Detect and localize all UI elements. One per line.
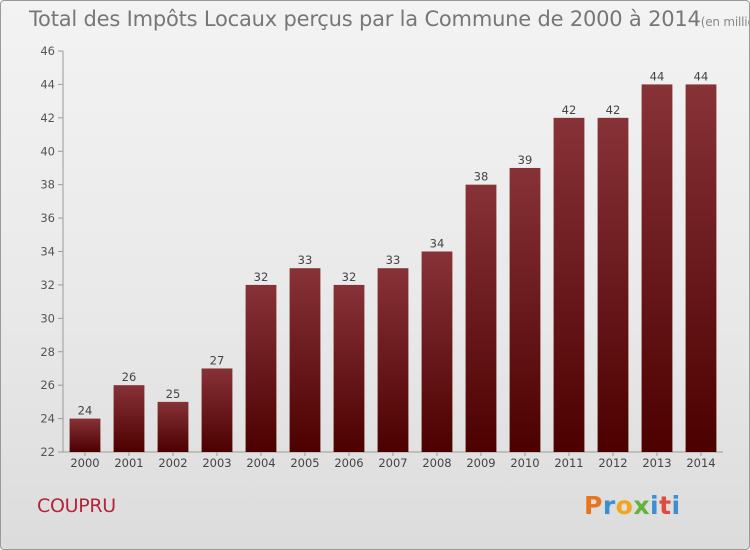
bar-2008 <box>421 251 453 452</box>
y-tick-label: 34 <box>40 245 55 259</box>
bar-2002 <box>157 401 189 452</box>
y-tick-label: 36 <box>40 211 55 225</box>
bar-2007 <box>377 268 409 452</box>
bar-2010 <box>509 167 541 453</box>
data-label: 33 <box>386 253 401 267</box>
y-tick-label: 46 <box>40 44 55 58</box>
x-tick-label: 2005 <box>290 456 319 470</box>
x-tick-label: 2001 <box>114 456 143 470</box>
x-tick-label: 2007 <box>378 456 407 470</box>
data-label: 42 <box>562 103 577 117</box>
logo-letter: o <box>615 491 634 520</box>
y-tick-label: 26 <box>40 378 55 392</box>
logo-letter: i <box>650 491 660 520</box>
data-label: 24 <box>78 404 93 418</box>
bar-2009 <box>465 184 497 452</box>
logo-letter: t <box>659 491 672 520</box>
bar-2001 <box>113 385 145 452</box>
data-labels: 24 26 25 27 32 33 32 33 34 38 39 42 42 44 44 <box>78 69 709 417</box>
commune-name: COUPRU <box>37 495 116 517</box>
y-axis: 22 24 26 28 30 32 34 36 38 40 42 44 46 <box>40 44 64 459</box>
data-label: 27 <box>210 353 225 367</box>
y-tick-label: 38 <box>40 178 55 192</box>
proxiti-logo[interactable]: Proxiti <box>584 491 681 520</box>
data-label: 44 <box>694 69 709 83</box>
logo-letter: P <box>584 491 603 520</box>
x-tick-label: 2004 <box>246 456 275 470</box>
bar-2013 <box>641 84 673 453</box>
y-tick-label: 42 <box>40 111 55 125</box>
x-tick-label: 2002 <box>158 456 187 470</box>
x-tick-label: 2013 <box>642 456 671 470</box>
x-tick-label: 2014 <box>686 456 715 470</box>
x-tick-label: 2009 <box>466 456 495 470</box>
x-tick-label: 2003 <box>202 456 231 470</box>
y-tick-label: 32 <box>40 278 55 292</box>
bar-2003 <box>201 368 233 452</box>
bar-2006 <box>333 284 365 452</box>
data-label: 38 <box>474 170 489 184</box>
x-tick-label: 2012 <box>598 456 627 470</box>
x-tick-label: 2006 <box>334 456 363 470</box>
chart-subtitle: (en milliers d'€) <box>700 15 749 29</box>
x-tick-label: 2000 <box>70 456 99 470</box>
bars <box>69 84 717 453</box>
x-tick-label: 2010 <box>510 456 539 470</box>
data-label: 33 <box>298 253 313 267</box>
bar-2004 <box>245 284 277 452</box>
y-tick-label: 30 <box>40 311 55 325</box>
logo-letter: i <box>671 491 681 520</box>
bar-2011 <box>553 117 585 452</box>
data-label: 32 <box>342 270 357 284</box>
bar-2012 <box>597 117 629 452</box>
bar-2014 <box>685 84 717 453</box>
y-tick-label: 40 <box>40 144 55 158</box>
x-tick-label: 2008 <box>422 456 451 470</box>
data-label: 26 <box>122 370 137 384</box>
x-axis: 2000 2001 2002 2003 2004 2005 2006 2007 2008 2009… <box>63 451 723 470</box>
y-tick-label: 28 <box>40 345 55 359</box>
data-label: 25 <box>166 387 181 401</box>
data-label: 39 <box>518 153 533 167</box>
x-tick-label: 2011 <box>554 456 583 470</box>
logo-letter: x <box>633 491 650 520</box>
y-tick-label: 24 <box>40 412 55 426</box>
data-label: 34 <box>430 237 445 251</box>
chart-title: Total des Impôts Locaux perçus par la Co… <box>29 7 749 31</box>
y-tick-label: 44 <box>40 77 55 91</box>
title-text: Total des Impôts Locaux perçus par la Co… <box>29 7 701 31</box>
data-label: 44 <box>650 69 665 83</box>
bar-2000 <box>69 418 101 452</box>
data-label: 32 <box>254 270 269 284</box>
bar-2005 <box>289 268 321 452</box>
logo-letter: r <box>602 491 616 520</box>
y-tick-label: 22 <box>40 445 55 459</box>
data-label: 42 <box>606 103 621 117</box>
